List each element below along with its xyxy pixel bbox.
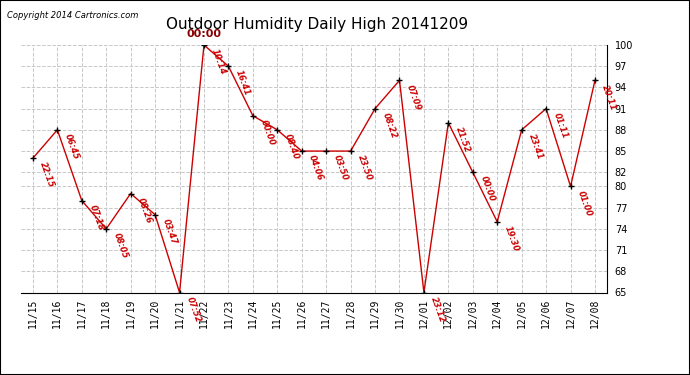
Text: 08:05: 08:05 <box>112 232 130 260</box>
Text: Humidity  (%): Humidity (%) <box>606 24 681 33</box>
Text: 21:52: 21:52 <box>454 126 471 154</box>
Text: 19:30: 19:30 <box>503 225 520 253</box>
Text: 01:00: 01:00 <box>576 189 594 217</box>
Text: 00:00: 00:00 <box>186 30 221 39</box>
Text: 23:41: 23:41 <box>527 133 545 161</box>
Text: 08:40: 08:40 <box>283 133 301 161</box>
Text: 16:41: 16:41 <box>234 69 252 98</box>
Text: 10:14: 10:14 <box>210 48 227 76</box>
Text: 01:11: 01:11 <box>552 111 569 140</box>
Text: 22:15: 22:15 <box>39 161 56 189</box>
Text: 00:00: 00:00 <box>478 175 496 203</box>
Text: Outdoor Humidity Daily High 20141209: Outdoor Humidity Daily High 20141209 <box>166 17 469 32</box>
Text: 20:11: 20:11 <box>600 83 618 111</box>
Text: Copyright 2014 Cartronics.com: Copyright 2014 Cartronics.com <box>7 11 138 20</box>
Text: 07:52: 07:52 <box>185 295 203 324</box>
Text: 08:22: 08:22 <box>381 111 398 140</box>
Text: 06:45: 06:45 <box>63 133 81 161</box>
Text: 23:12: 23:12 <box>429 295 447 324</box>
Text: 23:50: 23:50 <box>356 154 374 182</box>
Text: 00:00: 00:00 <box>259 118 276 147</box>
Text: 08:26: 08:26 <box>136 196 154 225</box>
Text: 07:09: 07:09 <box>405 83 423 111</box>
Text: 03:47: 03:47 <box>161 217 178 246</box>
Text: 07:18: 07:18 <box>88 203 105 232</box>
Text: 04:06: 04:06 <box>307 154 325 182</box>
Text: 03:50: 03:50 <box>332 154 349 182</box>
